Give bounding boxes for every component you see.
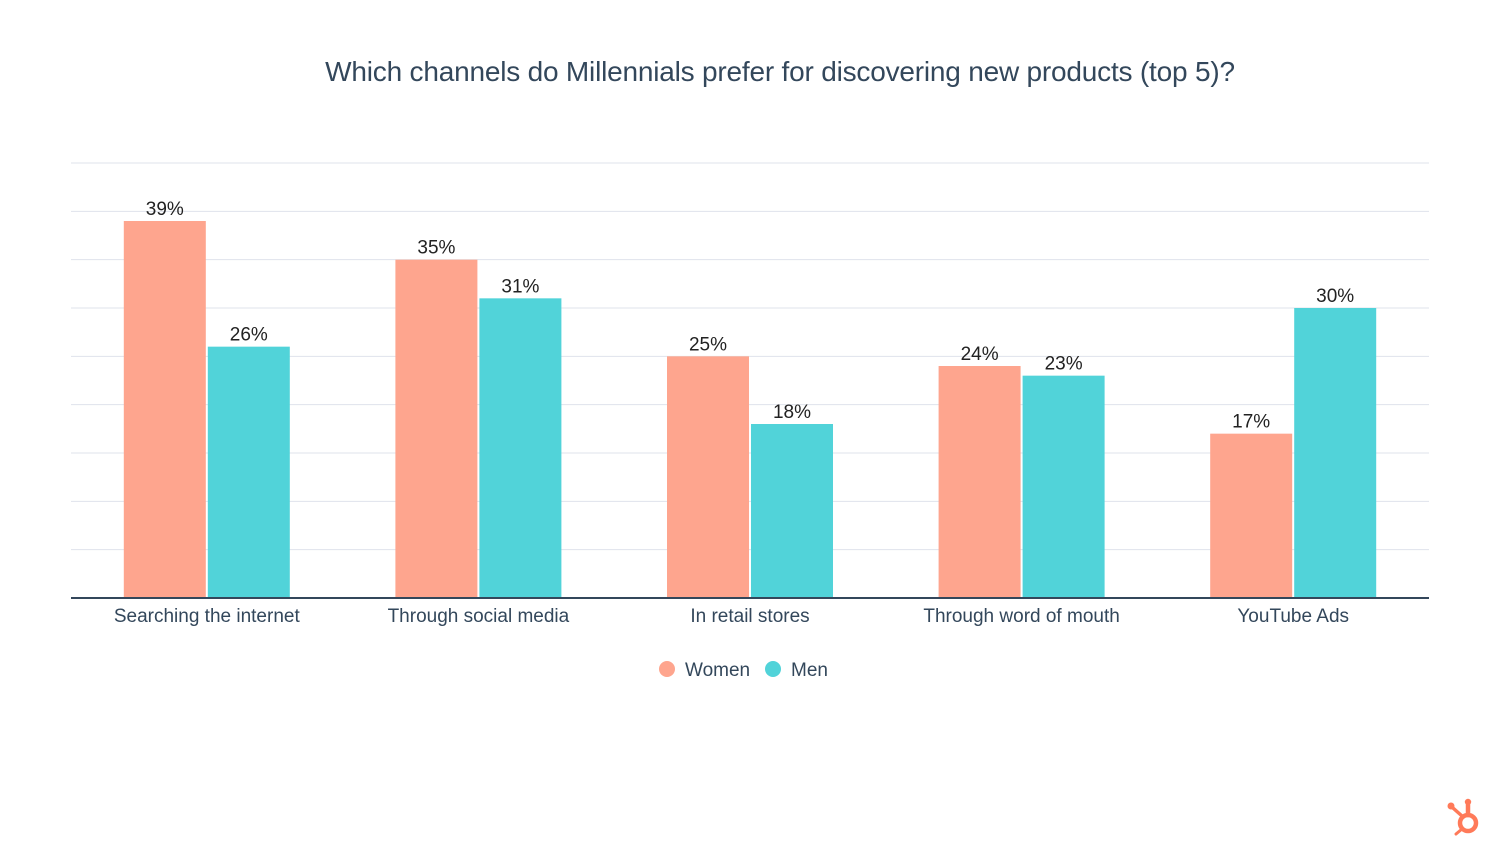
data-label-men-2: 31% <box>501 276 539 297</box>
chart-title: Which channels do Millennials prefer for… <box>325 56 1235 87</box>
data-label-men-5: 30% <box>1316 286 1354 307</box>
gridlines <box>71 162 1429 551</box>
data-label-women-4: 24% <box>961 344 999 365</box>
bar-women-2 <box>395 259 478 598</box>
bar-women-5 <box>1210 433 1293 598</box>
x-axis: Searching the internet Through social med… <box>71 597 1429 627</box>
bar-women-1 <box>123 221 206 598</box>
category-label: Through social media <box>388 606 570 627</box>
category-label: Through word of mouth <box>923 606 1119 627</box>
hubspot-logo-icon <box>1447 798 1479 836</box>
data-label-women-1: 39% <box>146 199 184 220</box>
bar-men-2 <box>479 298 562 598</box>
category-label: YouTube Ads <box>1237 606 1349 627</box>
data-label-men-1: 26% <box>230 325 268 346</box>
bar-men-5 <box>1294 308 1377 598</box>
bar-men-1 <box>207 346 290 598</box>
legend-marker-men <box>765 661 781 677</box>
data-label-women-5: 17% <box>1232 412 1270 433</box>
bar-women-3 <box>667 356 749 598</box>
category-label: In retail stores <box>690 606 809 627</box>
legend-marker-women <box>659 661 675 677</box>
data-label-women-3: 25% <box>689 334 727 355</box>
bar-men-4 <box>1022 375 1105 598</box>
bars: 39% 26% 35% 31% 25% 18% 24% 23% 17% 30% <box>123 199 1377 598</box>
legend: Women Men <box>659 660 828 681</box>
bar-men-3 <box>751 424 833 598</box>
category-label: Searching the internet <box>114 606 301 627</box>
bar-women-4 <box>938 366 1021 598</box>
legend-label-men: Men <box>791 660 828 681</box>
data-label-men-4: 23% <box>1045 354 1083 375</box>
data-label-women-2: 35% <box>417 238 455 259</box>
data-label-men-3: 18% <box>773 402 811 423</box>
legend-label-women: Women <box>685 660 750 681</box>
